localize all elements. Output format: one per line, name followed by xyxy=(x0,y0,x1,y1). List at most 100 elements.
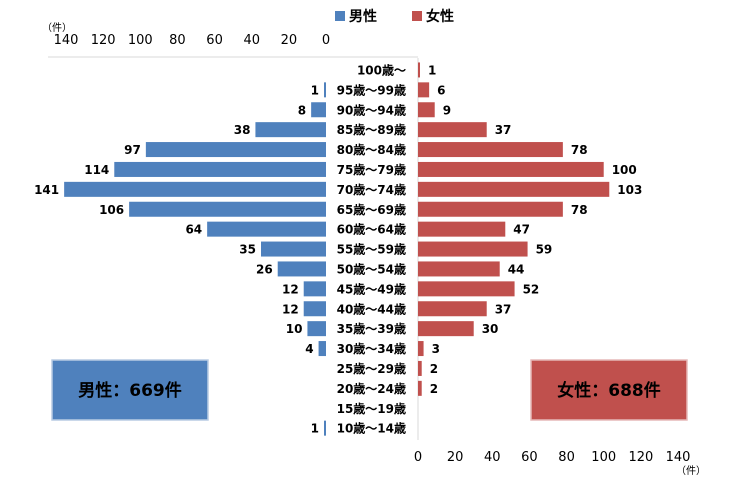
male-tick-label: 100 xyxy=(128,33,153,48)
female-bar xyxy=(418,102,435,118)
male-tick-label: 60 xyxy=(206,33,223,48)
female-bar xyxy=(418,82,430,98)
male-tick-label: 40 xyxy=(243,33,260,48)
male-bar-value-label: 1 xyxy=(311,83,319,97)
female-tick-label: 80 xyxy=(558,450,575,465)
female-tick-label: 40 xyxy=(484,450,501,465)
female-bar-value-label: 44 xyxy=(508,262,525,276)
male-bar-value-label: 35 xyxy=(239,243,256,257)
female-tick-label: 120 xyxy=(628,450,653,465)
legend-label-male: 男性 xyxy=(349,8,377,25)
male-bar-value-label: 106 xyxy=(99,203,124,217)
female-bar-value-label: 103 xyxy=(617,183,642,197)
female-bar-value-label: 100 xyxy=(612,163,637,177)
female-axis-ticks: 0 20 40 60 80 100 120 140 xyxy=(414,450,691,465)
female-bar-value-label: 30 xyxy=(482,322,499,336)
age-category-label: 40歳～44歳 xyxy=(337,301,406,316)
female-total-text: 女性：688件 xyxy=(557,380,661,401)
female-bar xyxy=(418,142,563,158)
unit-label-top: （件） xyxy=(42,22,72,34)
female-tick-label: 100 xyxy=(591,450,616,465)
female-bar xyxy=(418,281,515,297)
age-category-label: 100歳～ xyxy=(357,62,406,77)
age-category-label: 55歳～59歳 xyxy=(337,242,406,257)
male-tick-label: 120 xyxy=(91,33,116,48)
female-bar xyxy=(418,360,422,376)
age-category-labels: 100歳～ 95歳～99歳 90歳～94歳 85歳～89歳 80歳～84歳 75歳～79歳… xyxy=(337,62,406,435)
female-bar xyxy=(418,241,528,257)
female-bar xyxy=(418,321,474,337)
male-bar-value-label: 10 xyxy=(286,322,303,336)
male-bar xyxy=(303,301,326,317)
age-category-label: 25歳～29歳 xyxy=(337,361,406,376)
male-bar-value-label: 1 xyxy=(311,422,319,436)
female-tick-label: 20 xyxy=(447,450,464,465)
male-bar xyxy=(207,221,326,237)
female-bar-value-label: 37 xyxy=(495,302,512,316)
age-category-label: 45歳～49歳 xyxy=(337,281,406,296)
male-bar xyxy=(145,142,326,158)
male-bar xyxy=(64,181,327,197)
unit-label-bottom: （件） xyxy=(676,465,706,477)
female-bar xyxy=(418,201,563,217)
female-bar xyxy=(418,221,506,237)
male-bar xyxy=(311,102,326,118)
female-bar xyxy=(418,261,500,277)
male-tick-label: 140 xyxy=(54,33,79,48)
male-tick-label: 20 xyxy=(281,33,298,48)
female-bar-value-label: 52 xyxy=(523,282,540,296)
age-category-label: 35歳～39歳 xyxy=(337,321,406,336)
female-tick-label: 140 xyxy=(666,450,691,465)
female-bar-value-label: 78 xyxy=(571,143,588,157)
female-bar xyxy=(418,341,424,357)
female-bar-value-label: 2 xyxy=(430,382,438,396)
age-category-label: 80歳～84歳 xyxy=(337,142,406,157)
age-category-label: 85歳～89歳 xyxy=(337,122,406,137)
male-bar-value-label: 114 xyxy=(84,163,109,177)
legend-label-female: 女性 xyxy=(426,8,454,25)
male-bar-value-label: 64 xyxy=(185,223,202,237)
male-bar xyxy=(324,420,326,436)
male-tick-label: 0 xyxy=(322,33,330,48)
age-category-label: 30歳～34歳 xyxy=(337,341,406,356)
female-bar-value-label: 3 xyxy=(432,342,440,356)
male-bar-value-label: 12 xyxy=(282,302,299,316)
age-category-label: 90歳～94歳 xyxy=(337,102,406,117)
male-bar xyxy=(129,201,326,217)
male-bar xyxy=(318,341,326,357)
male-bar xyxy=(114,161,327,177)
legend-swatch-male xyxy=(335,11,345,21)
male-bar-value-label: 97 xyxy=(124,143,141,157)
age-category-label: 70歳～74歳 xyxy=(337,182,406,197)
female-bar-value-label: 2 xyxy=(430,362,438,376)
male-bar xyxy=(261,241,326,257)
male-bar-value-label: 26 xyxy=(256,262,273,276)
male-axis-ticks: 140 120 100 80 60 40 20 0 xyxy=(54,33,331,48)
female-bar xyxy=(418,161,604,177)
legend-swatch-female xyxy=(412,11,422,21)
female-tick-label: 0 xyxy=(414,450,422,465)
female-bar xyxy=(418,301,487,317)
female-bar-value-label: 1 xyxy=(428,63,436,77)
age-category-label: 95歳～99歳 xyxy=(337,82,406,97)
age-category-label: 65歳～69歳 xyxy=(337,202,406,217)
male-bar-value-label: 12 xyxy=(282,282,299,296)
female-bar xyxy=(418,181,610,197)
female-bar-value-label: 59 xyxy=(536,243,553,257)
female-bar xyxy=(418,122,487,138)
age-category-label: 10歳～14歳 xyxy=(337,421,406,436)
female-series: 16 9 37 78 100 103 78 47 59 44 52 37 30 3 2 2 xyxy=(418,62,642,396)
male-bar xyxy=(324,82,326,98)
female-bar xyxy=(418,380,422,396)
male-bar xyxy=(277,261,326,277)
age-category-label: 75歳～79歳 xyxy=(337,162,406,177)
age-category-label: 20歳～24歳 xyxy=(337,381,406,396)
age-category-label: 15歳～19歳 xyxy=(337,401,406,416)
male-total-box xyxy=(51,359,209,421)
male-bar xyxy=(307,321,326,337)
female-bar-value-label: 6 xyxy=(437,83,445,97)
female-total-box xyxy=(530,359,688,421)
female-tick-label: 60 xyxy=(521,450,538,465)
